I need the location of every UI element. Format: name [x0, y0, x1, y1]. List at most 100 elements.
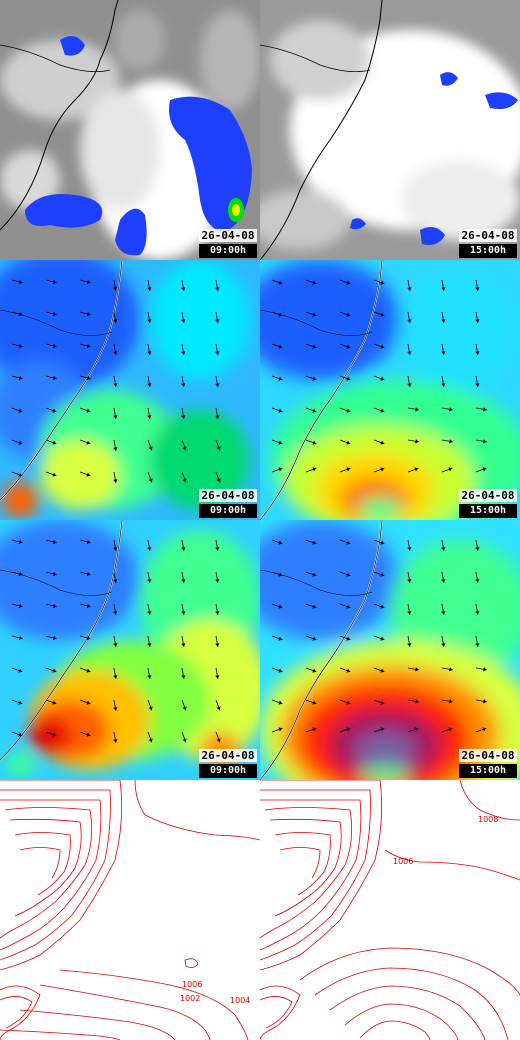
wind-arrow-head: [407, 319, 412, 323]
wind-arrow-head: [475, 287, 480, 291]
wind-arrow-head: [278, 467, 283, 472]
wind-arrow-head: [181, 319, 186, 323]
wind-arrow-head: [52, 732, 57, 737]
wind-arrow-head: [312, 467, 317, 472]
wind-arrow-head: [380, 408, 385, 413]
wind-arrow-head: [113, 447, 118, 451]
isobar-lines: [0, 780, 260, 1040]
wind-arrow-head: [346, 408, 351, 413]
wind-arrow-head: [346, 668, 351, 673]
wind-arrow-head: [181, 675, 186, 679]
wind-arrow-head: [475, 351, 480, 355]
wind-arrow-head: [86, 635, 91, 640]
date-label: 26-04-08: [199, 489, 257, 502]
wind-arrow-head: [380, 344, 385, 349]
wind-arrow-head: [86, 539, 91, 544]
wind-arrow-head: [414, 727, 419, 732]
wind-arrow-head: [407, 643, 412, 647]
wind-arrow-head: [312, 408, 317, 413]
wind-arrow-head: [312, 727, 317, 732]
wind-arrow-head: [346, 376, 351, 381]
wind-arrow-head: [475, 643, 480, 647]
date-label: 26-04-08: [459, 229, 517, 242]
wind-arrow-head: [86, 700, 91, 705]
wind-arrow-head: [113, 611, 118, 615]
wind-arrow-head: [216, 478, 221, 483]
wind-arrow-head: [147, 319, 152, 323]
wind-arrow-head: [346, 280, 351, 285]
wind-arrow-head: [346, 467, 351, 472]
time-label: 15:00h: [459, 244, 517, 258]
wind-arrows: [11, 539, 221, 743]
wind-strong-panel-1500: 26-04-08 15:00h: [260, 520, 520, 780]
wind-arrow-head: [52, 571, 57, 576]
wind-arrow-head: [86, 732, 91, 737]
satellite-panel-0900: 26-04-08 09:00h: [0, 0, 260, 260]
timestamp-label: 26-04-08 15:00h: [459, 749, 517, 778]
time-label: 15:00h: [459, 504, 517, 518]
wind-arrow-head: [18, 635, 23, 640]
wind-arrow-head: [475, 319, 480, 323]
wind-arrow-head: [18, 311, 23, 316]
wind-arrow-head: [449, 699, 453, 704]
wind-arrow-head: [380, 312, 385, 317]
wind-arrow-head: [475, 611, 480, 615]
wind-arrow-head: [147, 351, 152, 355]
wind-arrow-head: [147, 287, 152, 291]
wind-arrow-head: [86, 603, 91, 608]
terrain-contours: [0, 780, 123, 1040]
wind-arrow-head: [18, 440, 23, 445]
wind-arrow-head: [147, 611, 152, 615]
wind-arrow-head: [215, 351, 220, 355]
wind-arrow-head: [113, 351, 118, 355]
wind-arrow-head: [52, 343, 57, 348]
wind-arrow-head: [449, 667, 453, 672]
wind-arrow-head: [415, 699, 419, 704]
wind-arrow-head: [52, 408, 57, 413]
wind-arrow-head: [312, 312, 317, 317]
wind-arrow-head: [441, 287, 446, 291]
wind-arrow-head: [86, 571, 91, 576]
wind-arrow-head: [346, 572, 351, 577]
wind-arrow-head: [449, 439, 453, 444]
wind-arrow-head: [18, 603, 23, 608]
isobar-label: 1006: [182, 980, 202, 989]
wind-speed-map: [260, 260, 520, 520]
isobar-label: 1004: [230, 996, 250, 1005]
wind-arrow-head: [312, 440, 317, 445]
wind-arrow-head: [415, 407, 419, 412]
wind-arrow-head: [415, 667, 419, 672]
wind-arrow-head: [346, 727, 351, 732]
wind-arrow-head: [312, 604, 317, 609]
wind-arrow-head: [346, 540, 351, 545]
wind-arrow-head: [113, 415, 118, 419]
wind-arrow-head: [278, 440, 283, 445]
wind-arrow-head: [18, 375, 23, 380]
satellite-map: [0, 0, 260, 260]
wind-arrow-head: [113, 643, 118, 647]
wind-arrow-head: [278, 344, 283, 349]
wind-arrow-head: [380, 700, 385, 705]
wind-arrow-head: [346, 604, 351, 609]
wind-arrow-head: [52, 375, 57, 380]
wind-arrow-head: [181, 415, 186, 419]
wind-arrow-head: [113, 739, 118, 743]
time-label: 09:00h: [199, 504, 257, 518]
wind-arrow-head: [441, 547, 446, 551]
wind-arrow-head: [475, 547, 480, 551]
wind-arrow-head: [448, 727, 453, 732]
time-label: 09:00h: [199, 764, 257, 778]
wind-arrow-head: [441, 643, 446, 647]
wind-arrow-head: [278, 668, 283, 673]
wind-arrow-head: [278, 572, 283, 577]
wind-arrow-head: [52, 279, 57, 284]
wind-arrow-head: [414, 467, 419, 472]
wind-arrow-head: [147, 643, 152, 647]
wind-arrow-head: [52, 440, 57, 445]
wind-arrow-head: [181, 643, 186, 647]
wind-arrow-head: [441, 383, 446, 387]
wind-arrow-head: [407, 383, 412, 387]
wind-arrow-head: [113, 547, 118, 551]
isobar-label: 1006: [393, 857, 413, 866]
wind-panel-1500: 26-04-08 15:00h: [260, 260, 520, 520]
